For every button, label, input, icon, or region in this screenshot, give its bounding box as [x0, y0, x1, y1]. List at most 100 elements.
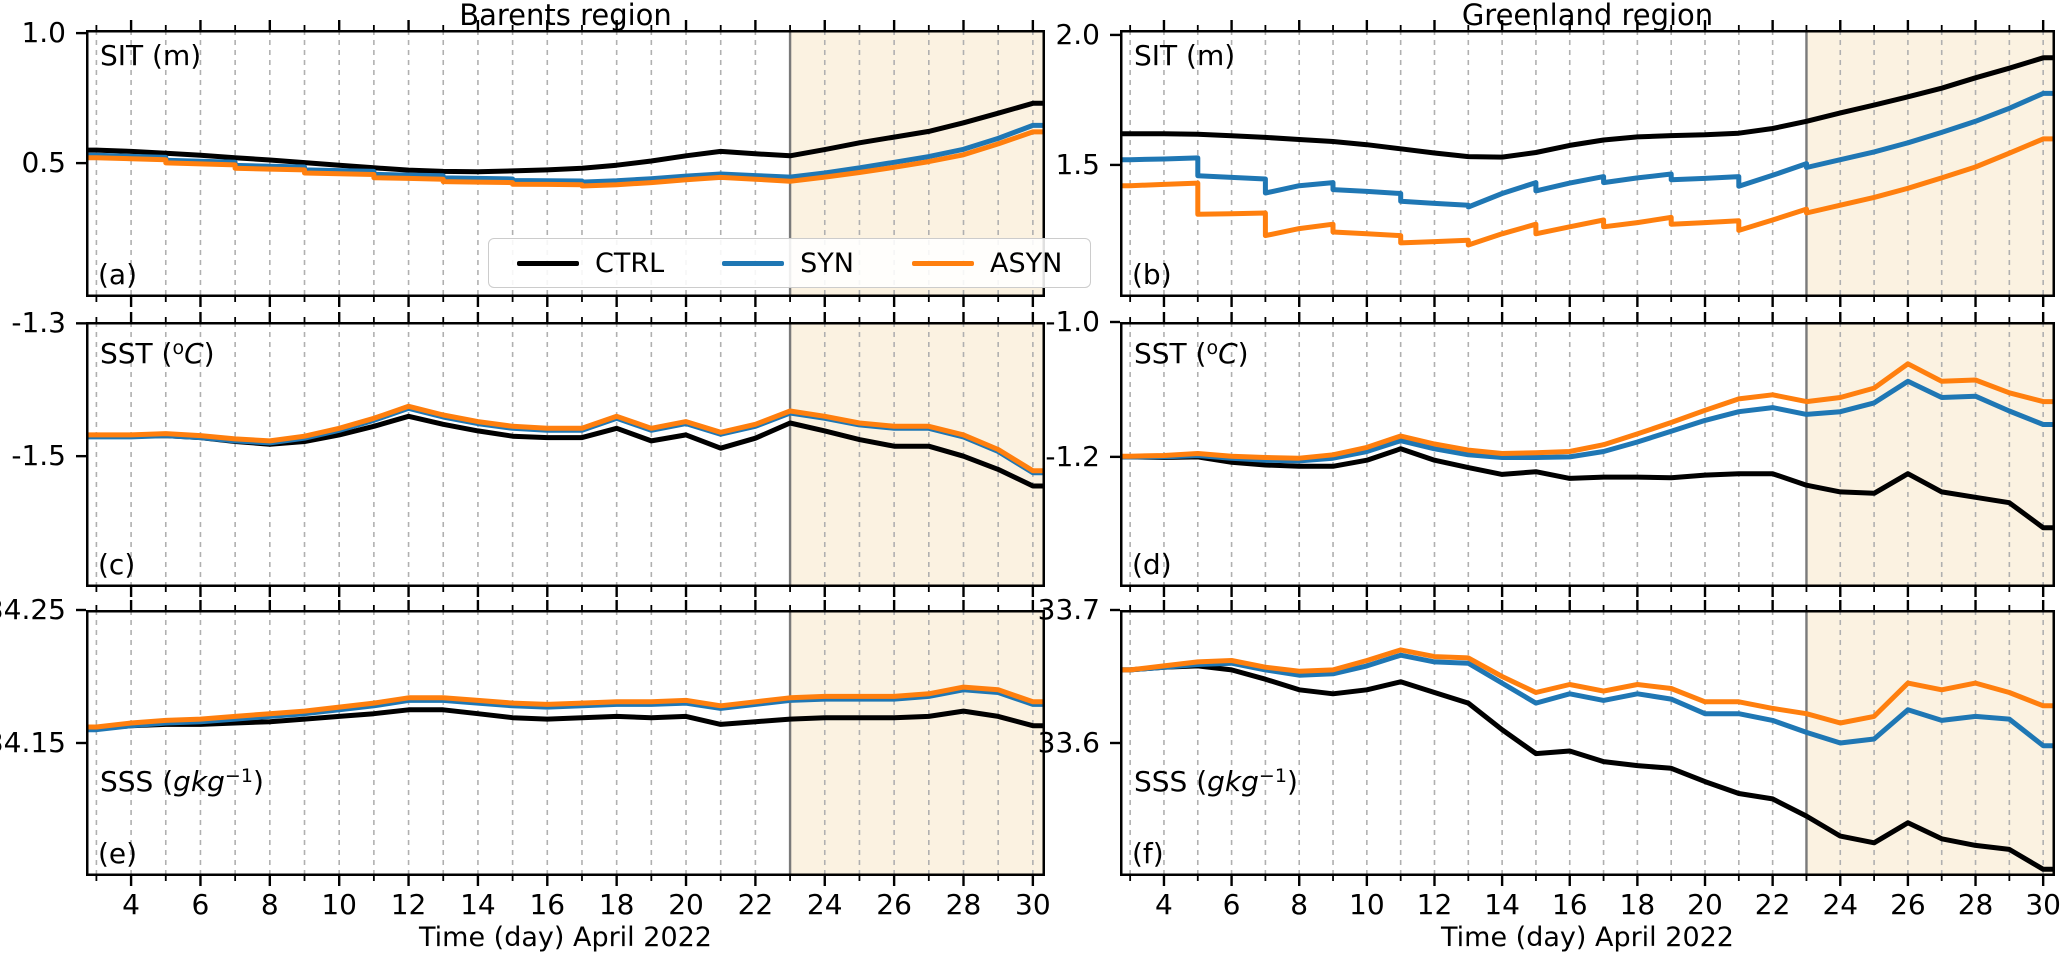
panel-d: SST (oC) (d) — [1110, 312, 2055, 597]
series-line-asyn — [86, 129, 1045, 189]
y-tick-label-1.5: 1.5 — [1055, 147, 1100, 181]
legend-label-asyn: ASYN — [990, 247, 1063, 279]
x-axis-label-right: Time (day) April 2022 — [1441, 922, 1734, 953]
plot-border — [86, 30, 1045, 297]
variable-label-part: SST ( — [1134, 337, 1207, 370]
x-tick-label-6: 6 — [1222, 888, 1241, 921]
plot-border — [1120, 30, 2055, 297]
series-line-syn — [1120, 652, 2055, 749]
series-line-ctrl — [1120, 663, 2055, 872]
legend-item-asyn: ASYN — [912, 248, 1062, 279]
x-tick-label-20: 20 — [1687, 888, 1723, 921]
x-tick-label-28: 28 — [1957, 888, 1994, 921]
column-title-barents: Barents region — [459, 0, 672, 32]
variable-label-part: ) — [1286, 765, 1298, 798]
series-line-asyn — [1120, 361, 2055, 461]
x-tick-label-4: 4 — [122, 888, 140, 921]
x-tick-label-24: 24 — [1822, 888, 1859, 921]
variable-label-part: SSS ( — [1134, 765, 1208, 798]
legend-item-syn: SYN — [722, 248, 854, 279]
x-tick-label-10: 10 — [1349, 888, 1385, 921]
asyn-line-swatch — [912, 260, 974, 266]
x-tick-label-26: 26 — [876, 888, 912, 921]
plot-border — [1120, 322, 2055, 587]
x-tick-label-30: 30 — [1015, 888, 1051, 921]
variable-label-sit: SIT (m) — [100, 40, 201, 72]
variable-label-part: gkg — [1207, 765, 1259, 798]
variable-label-sst: SST (oC) — [1134, 332, 1249, 370]
panel-b: SIT (m) (b) — [1110, 20, 2055, 307]
y-tick-label--1.2: -1.2 — [1045, 439, 1100, 473]
syn-line-swatch — [722, 260, 785, 266]
x-tick-label-10: 10 — [321, 888, 357, 921]
x-tick-label-8: 8 — [260, 888, 279, 921]
series-line-ctrl — [86, 707, 1045, 731]
variable-label-sss: SSS (gkg−1) — [1134, 760, 1298, 798]
variable-label-part: −1 — [1258, 765, 1287, 787]
panel-letter-f: (f) — [1132, 837, 1164, 870]
panel-letter-c: (c) — [98, 548, 136, 581]
x-tick-label-14: 14 — [460, 888, 496, 921]
forecast-shaded-region — [1806, 30, 2055, 297]
y-tick-label-34.25: 34.25 — [0, 593, 66, 626]
x-tick-label-30: 30 — [2025, 888, 2061, 921]
plot-area-b — [1110, 20, 2055, 307]
x-tick-label-22: 22 — [737, 888, 774, 921]
plot-border — [1120, 610, 2055, 876]
plot-area-c — [76, 312, 1045, 597]
plot-area-d — [1110, 312, 2055, 597]
y-tick-label--1.3: -1.3 — [11, 306, 66, 340]
y-tick-label-0.5: 0.5 — [21, 146, 66, 180]
variable-label-sss: SSS (gkg−1) — [100, 760, 264, 798]
x-tick-label-18: 18 — [598, 888, 635, 921]
y-tick-label-34.15: 34.15 — [0, 726, 66, 759]
legend-label-ctrl: CTRL — [595, 247, 665, 279]
series-line-syn — [1120, 90, 2055, 210]
variable-label-part: ) — [1237, 337, 1249, 370]
x-tick-label-20: 20 — [668, 888, 704, 921]
x-tick-label-16: 16 — [1551, 888, 1588, 921]
series-line-ctrl — [86, 100, 1045, 175]
plot-area-e — [76, 600, 1045, 886]
legend-label-syn: SYN — [800, 247, 854, 279]
column-title-greenland: Greenland region — [1461, 0, 1714, 32]
panel-letter-d: (d) — [1132, 548, 1172, 581]
x-tick-label-16: 16 — [529, 888, 566, 921]
y-tick-label-2.0: 2.0 — [1055, 17, 1100, 51]
variable-label-part: o — [172, 337, 185, 359]
panel-letter-a: (a) — [98, 258, 138, 291]
x-tick-label-24: 24 — [806, 888, 843, 921]
panel-e: SSS (gkg−1) (e) — [76, 600, 1045, 886]
variable-label-part: C — [1218, 337, 1238, 370]
x-tick-label-12: 12 — [1416, 888, 1453, 921]
legend: CTRL SYN ASYN — [488, 238, 1092, 288]
variable-label-part: SIT (m) — [100, 39, 202, 72]
y-tick-label--1.0: -1.0 — [1045, 305, 1100, 338]
variable-label-sit: SIT (m) — [1134, 40, 1235, 72]
forecast-shaded-region — [1806, 322, 2055, 587]
series-line-syn — [86, 687, 1045, 733]
forecast-shaded-region — [790, 610, 1045, 876]
series-line-ctrl — [1120, 446, 2055, 531]
plot-border — [86, 610, 1045, 876]
series-line-asyn — [86, 684, 1045, 730]
variable-label-part: ) — [252, 765, 264, 798]
variable-label-part: C — [184, 337, 204, 370]
y-tick-label-33.7: 33.7 — [1037, 593, 1100, 626]
series-line-ctrl — [1120, 55, 2055, 160]
panel-letter-b: (b) — [1132, 258, 1172, 291]
panel-f: SSS (gkg−1) (f) — [1110, 600, 2055, 886]
y-tick-label-33.6: 33.6 — [1037, 726, 1100, 759]
y-tick-label-1.0: 1.0 — [21, 16, 66, 50]
variable-label-part: −1 — [224, 765, 253, 787]
x-tick-label-6: 6 — [191, 888, 210, 921]
x-tick-label-26: 26 — [1890, 888, 1926, 921]
plot-border — [86, 322, 1045, 587]
x-axis-label-left: Time (day) April 2022 — [419, 922, 712, 953]
x-tick-label-12: 12 — [390, 888, 427, 921]
legend-item-ctrl: CTRL — [517, 248, 664, 279]
series-line-asyn — [1120, 647, 2055, 726]
series-line-asyn — [86, 403, 1045, 474]
panel-letter-e: (e) — [98, 837, 138, 870]
